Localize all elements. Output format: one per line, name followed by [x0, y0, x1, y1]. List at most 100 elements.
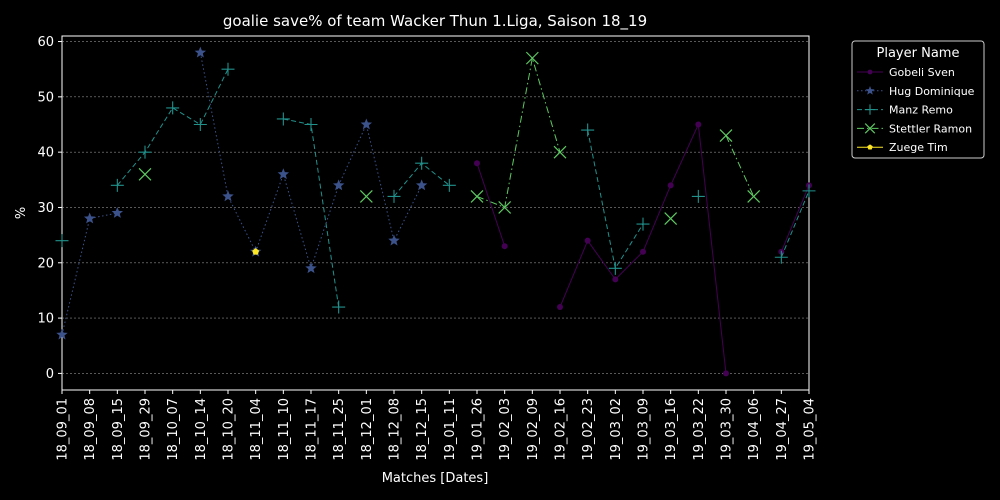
series-zuege-tim: [252, 248, 260, 255]
point-marker: [608, 261, 622, 275]
legend-label: Manz Remo: [889, 104, 953, 117]
y-axis-label: %: [14, 207, 29, 219]
point-marker: [747, 189, 761, 203]
point-marker: [864, 104, 876, 115]
series-stettler-ramon: [138, 51, 761, 225]
y-tick-label: 30: [37, 201, 54, 216]
x-tick-label: 19_02_16: [554, 398, 569, 461]
legend-item-manz-remo: Manz Remo: [857, 104, 953, 117]
point-marker: [415, 156, 429, 170]
point-marker: [553, 145, 567, 159]
legend-item-hug-dominique: Hug Dominique: [857, 85, 975, 98]
point-marker: [867, 69, 873, 75]
x-tick-label: 18_11_04: [249, 398, 264, 461]
grid-lines: [62, 41, 809, 374]
point-marker: [387, 189, 401, 203]
point-marker: [667, 182, 674, 189]
point-marker: [83, 212, 96, 224]
point-marker: [867, 144, 873, 150]
x-tick-label: 18_09_29: [139, 398, 154, 461]
x-tick-label: 18_10_14: [194, 398, 209, 461]
y-tick-label: 60: [37, 35, 54, 50]
point-marker: [194, 46, 207, 58]
legend-label: Stettler Ramon: [889, 122, 972, 135]
y-tick-label: 10: [37, 312, 54, 327]
point-marker: [865, 86, 875, 95]
point-marker: [691, 189, 705, 203]
point-marker: [584, 237, 591, 244]
point-marker: [640, 248, 646, 255]
point-marker: [525, 51, 539, 65]
point-marker: [222, 190, 234, 202]
x-tick-label: 19_04_06: [747, 398, 762, 461]
point-marker: [723, 370, 729, 377]
legend-label: Gobeli Sven: [889, 66, 955, 79]
point-marker: [470, 189, 484, 203]
x-tick-label: 18_12_08: [388, 398, 403, 461]
x-tick-label: 18_09_01: [56, 398, 71, 461]
x-tick-label: 18_10_07: [166, 398, 181, 461]
x-tick-label: 18_12_01: [360, 398, 375, 461]
point-marker: [581, 123, 595, 137]
point-marker: [636, 217, 650, 231]
point-marker: [501, 243, 508, 250]
x-tick-label: 18_09_15: [111, 398, 126, 461]
x-tick-label: 18_11_10: [277, 398, 292, 461]
series-line: [725, 135, 755, 197]
x-tick-label: 19_03_09: [637, 398, 652, 461]
point-marker: [110, 178, 124, 192]
x-axis-label: Matches [Dates]: [382, 471, 489, 486]
point-marker: [138, 167, 152, 181]
series-gobeli-sven: [474, 121, 812, 377]
point-marker: [664, 212, 678, 225]
y-tick-label: 40: [37, 146, 54, 161]
point-marker: [111, 207, 124, 218]
series-line: [116, 68, 229, 186]
point-marker: [442, 178, 456, 192]
point-marker: [305, 262, 317, 274]
point-marker: [557, 304, 563, 311]
point-marker: [612, 276, 619, 283]
x-tick-label: 19_02_03: [498, 398, 513, 461]
point-marker: [802, 184, 816, 198]
legend-item-stettler-ramon: Stettler Ramon: [857, 122, 972, 135]
point-marker: [474, 160, 480, 167]
legend-label: Zuege Tim: [889, 141, 948, 154]
y-axis: 0 10 20 30 40 50 60: [37, 35, 62, 382]
x-tick-label: 19_04_27: [775, 398, 790, 461]
point-marker: [252, 248, 260, 255]
y-tick-label: 20: [37, 256, 54, 271]
point-marker: [166, 101, 180, 115]
legend: Player Name Gobeli Sven Hug Dominique Manz…: [851, 40, 985, 159]
point-marker: [360, 118, 373, 130]
point-marker: [277, 168, 290, 180]
x-tick-label: 18_09_08: [83, 398, 98, 461]
x-tick-label: 18_10_20: [222, 398, 237, 461]
point-marker: [56, 328, 68, 340]
legend-box: [851, 40, 985, 159]
x-tick-label: 19_03_30: [720, 398, 735, 461]
x-axis: 18_09_01 18_09_08 18_09_15 18_09_29 18_10_07…: [56, 390, 818, 461]
x-tick-label: 19_03_22: [692, 398, 707, 461]
point-marker: [221, 62, 235, 76]
point-marker: [864, 123, 876, 134]
legend-label: Hug Dominique: [889, 85, 975, 98]
x-tick-label: 18_11_25: [332, 398, 347, 461]
point-marker: [388, 234, 400, 246]
series-layer: [55, 46, 816, 377]
x-tick-label: 19_03_02: [609, 398, 624, 461]
series-line: [476, 163, 506, 247]
point-marker: [774, 250, 788, 264]
x-tick-label: 19_01_26: [471, 398, 486, 461]
legend-item-gobeli-sven: Gobeli Sven: [857, 66, 955, 79]
point-marker: [138, 145, 152, 159]
x-tick-label: 19_02_23: [581, 398, 596, 461]
point-marker: [304, 118, 318, 131]
series-manz-remo: [55, 62, 816, 314]
point-marker: [332, 300, 346, 314]
x-tick-label: 19_02_09: [526, 398, 541, 461]
y-tick-label: 50: [37, 90, 54, 105]
point-marker: [276, 112, 290, 126]
series-line: [780, 190, 810, 258]
